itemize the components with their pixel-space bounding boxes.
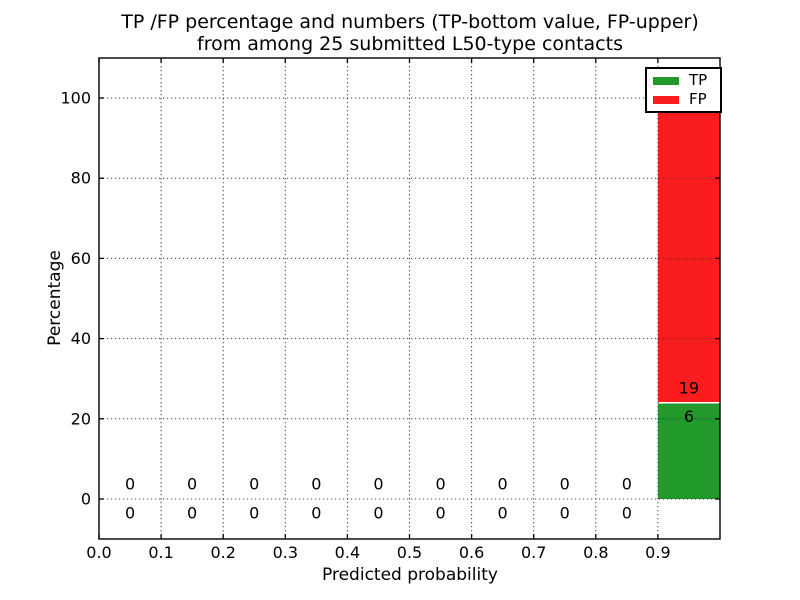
gridlines-group [99,58,720,539]
x-tick-label: 0.4 [335,543,360,562]
fp-count-label: 0 [125,475,135,494]
tp-count-label: 0 [498,503,508,522]
fp-count-label: 0 [249,475,259,494]
tp-count-label: 6 [684,407,694,426]
tp-count-label: 0 [187,503,197,522]
fp-count-label: 0 [498,475,508,494]
fp-color-swatch [653,95,679,104]
tp-count-label: 0 [249,503,259,522]
y-tick-label: 20 [71,409,91,428]
y-tick-label: 100 [60,89,91,108]
fp-count-label: 0 [311,475,321,494]
y-axis-label: Percentage [45,250,65,346]
fp-count-label: 0 [622,475,632,494]
tp-bar-segment [657,402,720,499]
x-tick-labels: 0.0 0.1 0.2 0.3 0.4 0.5 0.6 0.7 0.8 0.9 [86,543,670,562]
fp-count-label: 0 [187,475,197,494]
fp-count-label: 0 [560,475,570,494]
x-tick-label: 0.2 [210,543,235,562]
x-tick-label: 0.0 [86,543,111,562]
legend-label-fp: FP [689,90,707,108]
fp-bar-segment [657,98,720,403]
legend-label-tp: TP [689,71,708,89]
legend-entry-fp: FP [653,92,720,107]
tp-count-label: 0 [373,503,383,522]
tp-color-swatch [653,76,679,85]
x-tick-label: 0.9 [645,543,670,562]
x-axis-label: Predicted probability [322,565,498,585]
chart-title-line2: from among 25 submitted L50-type contact… [197,33,623,55]
tp-count-label: 0 [435,503,445,522]
fp-count-label: 0 [373,475,383,494]
chart-title: TP /FP percentage and numbers (TP-bottom… [99,11,721,55]
fp-count-label: 0 [435,475,445,494]
tp-count-label: 0 [311,503,321,522]
fp-count-label: 19 [679,378,699,397]
legend-entry-tp: TP [653,73,720,88]
x-tick-label: 0.1 [148,543,173,562]
legend: TP FP [645,67,722,113]
tp-count-label: 0 [125,503,135,522]
x-tick-label: 0.8 [583,543,608,562]
x-tick-label: 0.3 [273,543,298,562]
y-tick-label: 0 [81,490,91,509]
y-tick-label: 80 [71,169,91,188]
tp-count-label: 0 [560,503,570,522]
chart-title-line1: TP /FP percentage and numbers (TP-bottom… [121,11,699,33]
x-tick-label: 0.5 [397,543,422,562]
y-tick-label: 60 [71,249,91,268]
tp-count-label: 0 [622,503,632,522]
bar-count-labels: 0 0 0 0 0 0 0 0 0 0 0 0 0 0 0 0 0 0 19 6 [125,378,699,522]
y-tick-labels: 0 20 40 60 80 100 [60,89,91,509]
bars-group [657,98,720,499]
x-tick-label: 0.6 [459,543,484,562]
plot-border [98,57,721,540]
y-tick-label: 40 [71,329,91,348]
plot-frame [98,57,721,540]
x-tick-label: 0.7 [521,543,546,562]
